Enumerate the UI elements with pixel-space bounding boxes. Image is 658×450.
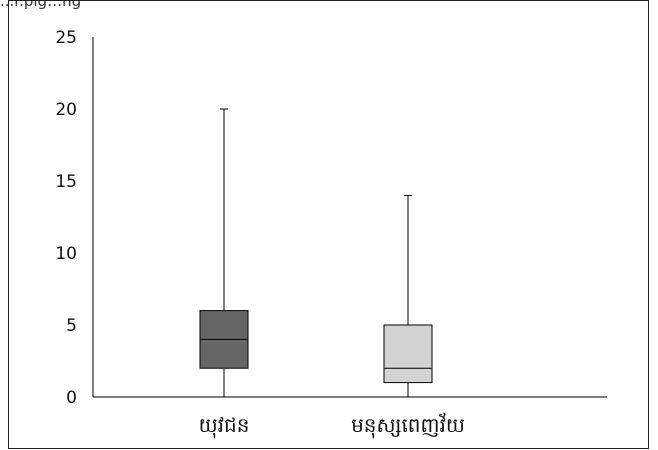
y-tick-label: 10 <box>55 244 77 264</box>
y-tick-labels: 0 5 10 15 20 25 <box>55 28 77 408</box>
x-tick-label: យុវជន <box>199 413 250 439</box>
y-tick-label: 0 <box>66 388 77 408</box>
chart-frame <box>8 0 649 449</box>
x-tick-label: មនុស្សពេញវ័យ <box>351 412 465 439</box>
box-iqr <box>383 324 433 384</box>
boxes <box>199 108 433 397</box>
y-tick-label: 15 <box>55 172 77 192</box>
box-series <box>199 108 249 397</box>
y-tick-label: 5 <box>66 316 77 336</box>
y-tick-label: 20 <box>55 100 77 120</box>
x-tick-labels: យុវជន មនុស្សពេញវ័យ <box>199 412 465 439</box>
box-series <box>383 194 433 397</box>
y-tick-label: 25 <box>55 28 77 48</box>
caption-fragment: ...r.pig…ng <box>0 0 82 10</box>
